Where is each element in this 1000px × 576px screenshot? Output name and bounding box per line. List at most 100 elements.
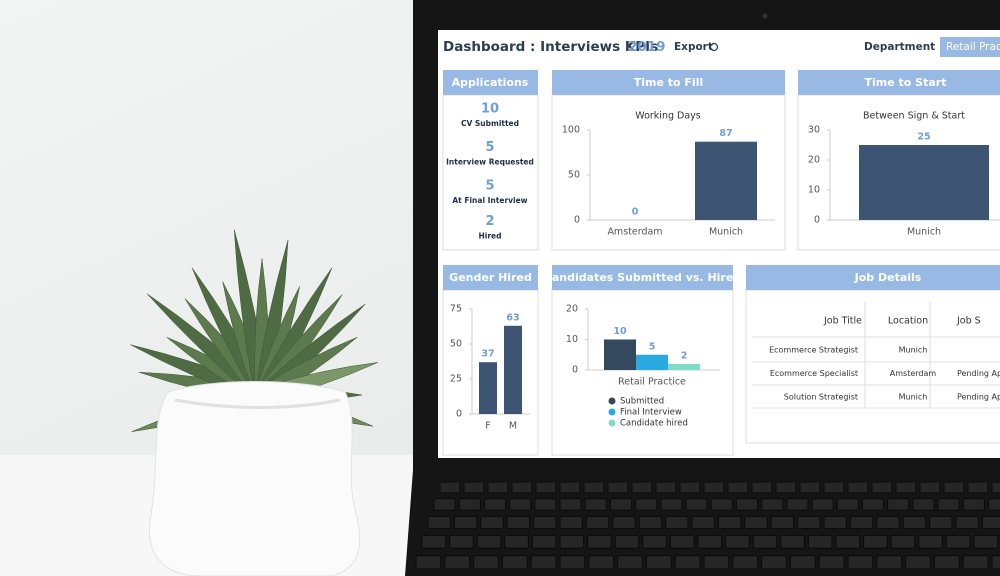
key	[506, 515, 531, 530]
key	[761, 555, 787, 570]
key	[895, 481, 917, 494]
key	[751, 481, 773, 494]
key	[583, 481, 605, 494]
key	[703, 481, 725, 494]
key	[660, 498, 683, 511]
kpi-label: Hired	[478, 232, 501, 241]
y-tick-label: 0	[456, 409, 462, 420]
value-label: 10	[613, 326, 627, 337]
camera	[762, 13, 768, 19]
department-value[interactable]: Retail Pract	[946, 41, 1000, 53]
kpi-label: Interview Requested	[446, 158, 534, 167]
kpi-label: At Final Interview	[452, 196, 527, 205]
bar	[504, 325, 522, 414]
key	[585, 515, 610, 530]
panel-header	[552, 265, 733, 290]
bar	[636, 354, 668, 370]
key	[617, 555, 643, 570]
panel-title: Job Details	[854, 271, 922, 284]
y-tick-label: 50	[450, 339, 462, 350]
table-cell: Munich	[899, 346, 928, 355]
legend-swatch	[608, 408, 616, 416]
bar	[604, 339, 636, 370]
key	[775, 481, 797, 494]
key	[433, 498, 456, 511]
legend-label: Final Interview	[620, 408, 682, 418]
key	[981, 515, 1000, 530]
keyboard	[415, 481, 1000, 570]
key	[415, 555, 442, 570]
legend-swatch	[608, 397, 616, 405]
export-button[interactable]: Export	[674, 41, 713, 53]
dashboard: Dashboard : Interviews KPIs 2019 Export …	[442, 37, 1000, 456]
key	[744, 515, 768, 530]
key	[612, 515, 636, 530]
key	[727, 481, 749, 494]
key	[943, 481, 965, 494]
key	[725, 534, 750, 549]
key	[685, 498, 708, 511]
key	[559, 515, 583, 530]
key	[458, 498, 481, 511]
job-table: Job Title Location Job S Ecommerce Strategi…	[752, 302, 1000, 409]
key	[691, 515, 715, 530]
column-header: Job S	[956, 316, 981, 327]
panel-header	[443, 265, 538, 290]
key	[717, 515, 742, 530]
bar	[695, 141, 757, 220]
key	[847, 481, 869, 494]
key	[642, 534, 667, 549]
export-icon[interactable]	[709, 42, 719, 52]
y-tick-label: 30	[808, 125, 820, 136]
key	[861, 498, 885, 511]
x-tick-label: Amsterdam	[607, 227, 662, 238]
key	[847, 555, 874, 570]
key	[584, 498, 607, 511]
year: 2019	[628, 39, 666, 55]
key	[487, 481, 509, 494]
key	[674, 555, 701, 570]
key	[752, 534, 778, 549]
key	[919, 481, 941, 494]
key	[439, 481, 461, 494]
department-select[interactable]	[940, 37, 1000, 57]
table-cell: Ecommerce Specialist	[770, 369, 858, 378]
key	[703, 555, 730, 570]
key	[905, 555, 931, 570]
key	[991, 555, 1000, 570]
key	[669, 534, 695, 549]
key	[449, 534, 474, 549]
key	[607, 481, 629, 494]
y-tick-label: 20	[566, 304, 578, 315]
dashboard-title: Dashboard : Interviews KPIs	[443, 39, 658, 55]
y-tick-label: 0	[814, 215, 820, 226]
key	[530, 555, 557, 570]
value-label: 87	[719, 128, 732, 139]
key	[679, 481, 701, 494]
key	[876, 515, 900, 530]
key	[887, 498, 910, 511]
key	[945, 534, 971, 549]
key	[770, 515, 795, 530]
y-tick-label: 20	[808, 155, 820, 166]
panel-title: Applications	[452, 76, 529, 89]
key	[710, 498, 733, 511]
key	[807, 534, 833, 549]
bar	[479, 362, 497, 414]
panel-header	[443, 70, 538, 95]
table-cell: Pending App	[957, 393, 1000, 402]
x-tick-label: Munich	[907, 227, 941, 238]
key	[697, 534, 723, 549]
key	[421, 534, 447, 549]
x-tick-label: Retail Practice	[618, 377, 686, 388]
key	[504, 534, 529, 549]
key	[890, 534, 916, 549]
key	[937, 498, 960, 511]
key	[559, 534, 585, 549]
key	[645, 555, 672, 570]
key	[735, 498, 759, 511]
bar	[859, 145, 989, 220]
key	[631, 481, 653, 494]
key	[871, 481, 893, 494]
key	[973, 534, 999, 549]
